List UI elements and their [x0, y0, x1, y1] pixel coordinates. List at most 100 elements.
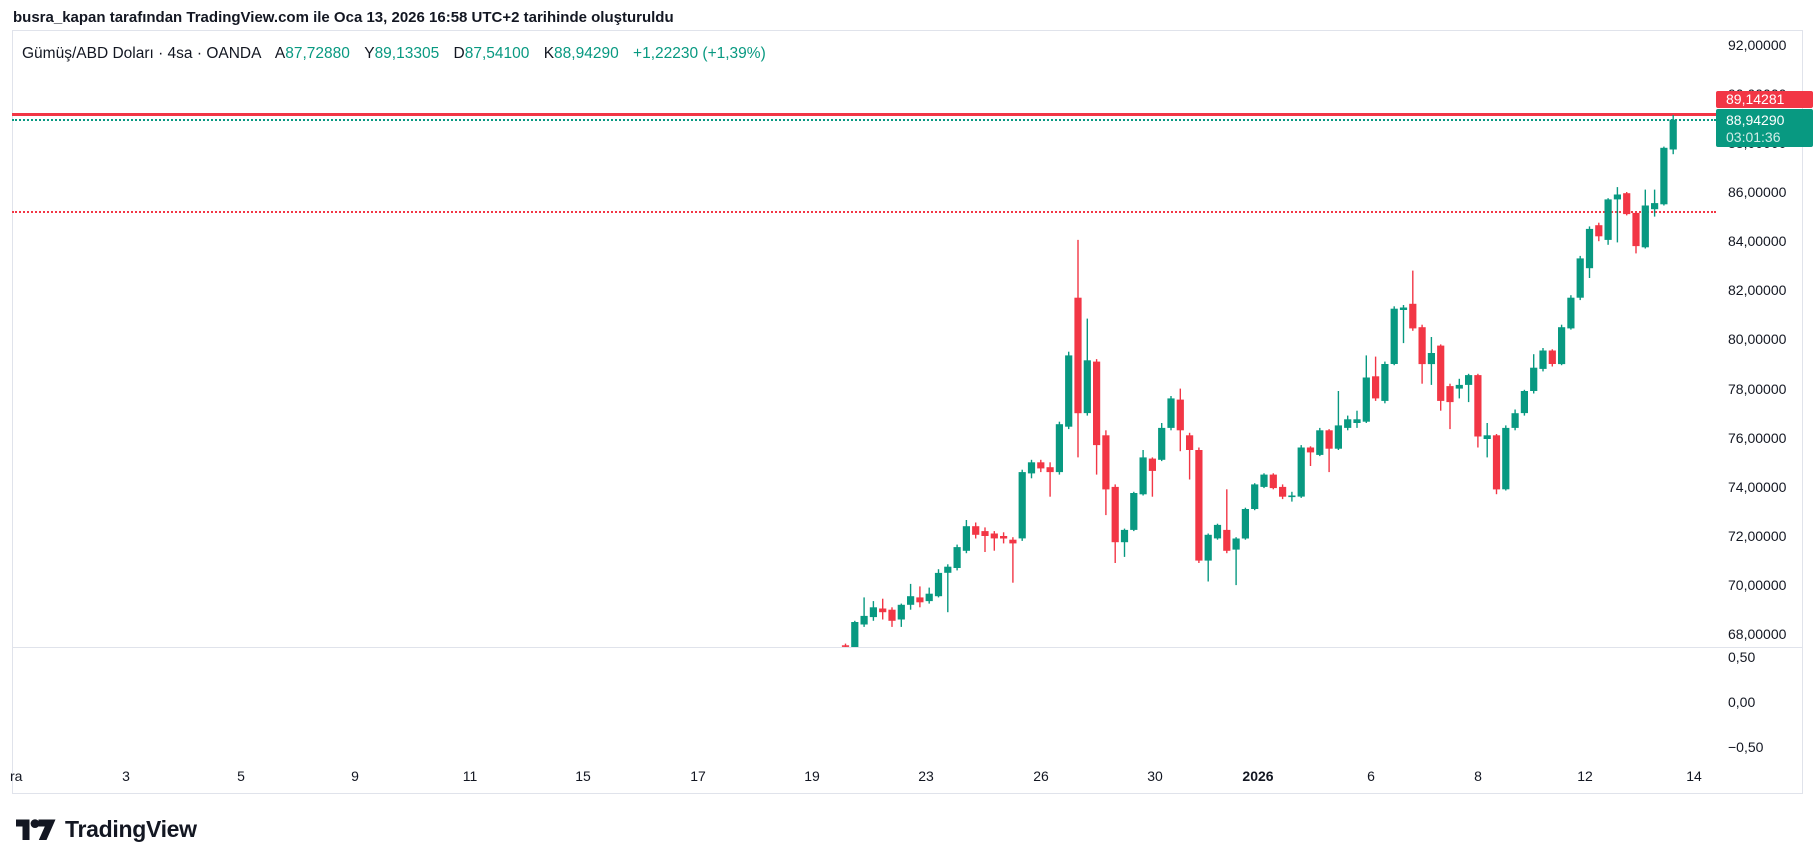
time-tick-label: 23	[918, 768, 934, 784]
candle-body	[1176, 399, 1184, 431]
candle-body	[1232, 538, 1240, 550]
candle-body	[990, 533, 998, 539]
candle-body	[1195, 450, 1203, 561]
candle-body	[1065, 355, 1073, 427]
candle-body	[860, 615, 868, 625]
candle-body	[879, 608, 887, 613]
candle-body	[1437, 345, 1445, 401]
candle-body	[981, 531, 989, 536]
change-value: +1,22230 (+1,39%)	[633, 45, 766, 62]
candle-body	[1353, 419, 1361, 423]
candle-body	[1288, 495, 1296, 498]
candle-body	[1474, 375, 1482, 437]
alert-price-line[interactable]	[12, 113, 1716, 116]
candle-body	[1074, 297, 1082, 414]
price-tick-label: 72,00000	[1728, 528, 1787, 544]
candle-body	[1241, 509, 1249, 539]
candle-body	[1632, 212, 1640, 247]
symbol-title: Gümüş/ABD Doları · 4sa · OANDA	[22, 45, 261, 62]
frame-right-border	[1802, 30, 1803, 793]
open-label: A	[274, 45, 286, 62]
candle-body	[1334, 425, 1342, 449]
candle-body	[1102, 435, 1110, 490]
price-tick-label: 84,00000	[1728, 233, 1787, 250]
last-price-badge: 88,94290 03:01:36	[1716, 109, 1813, 147]
candle-body	[1269, 474, 1277, 489]
low-value: 87,54100	[464, 45, 530, 62]
candle-body	[1604, 199, 1612, 240]
indicator-tick-label: 0,50	[1728, 649, 1756, 665]
frame-bottom-border	[12, 793, 1803, 794]
candle-body	[1409, 303, 1417, 329]
time-tick-label: 3	[122, 768, 130, 784]
time-tick-label: 30	[1147, 768, 1163, 784]
candle-body	[944, 566, 952, 573]
time-tick-label: 9	[351, 768, 359, 784]
candle-body	[1148, 458, 1156, 471]
candle-body	[888, 609, 896, 621]
time-tick-label: 8	[1474, 768, 1482, 784]
candle-body	[1297, 447, 1305, 497]
candle-body	[972, 526, 980, 535]
tradingview-logo-icon	[16, 819, 56, 840]
high-value: 89,13305	[374, 45, 440, 62]
candle-body	[1465, 375, 1473, 385]
time-tick-label: 11	[462, 768, 478, 784]
dotted-level-line[interactable]	[12, 211, 1716, 213]
candles-layer	[841, 115, 1677, 647]
time-tick-label: 26	[1033, 768, 1049, 784]
candle-body	[1251, 484, 1259, 509]
candle-body	[1548, 350, 1556, 364]
tradingview-logo-text: TradingView	[65, 816, 197, 842]
price-tick-label: 92,00000	[1728, 36, 1787, 53]
last-price-line	[12, 119, 1716, 121]
candle-body	[1399, 307, 1408, 310]
price-tick-label: 74,00000	[1728, 478, 1787, 495]
time-tick-label: 5	[237, 768, 245, 784]
candle-body	[1046, 467, 1054, 473]
candle-body	[925, 593, 933, 602]
candle-body	[907, 596, 915, 605]
price-tick-label: 68,00000	[1728, 626, 1787, 643]
candle-body	[1595, 225, 1603, 237]
candle-body	[1362, 377, 1370, 422]
price-tick-label: 86,00000	[1728, 184, 1787, 201]
candle-body	[1390, 308, 1398, 364]
candle-body	[1585, 228, 1594, 269]
candle-body	[1018, 472, 1026, 539]
candle-body	[1530, 367, 1538, 391]
candle-body	[1539, 350, 1547, 369]
time-tick-label: 6	[1367, 768, 1375, 784]
time-tick-label: 2026	[1242, 768, 1274, 784]
time-tick-label: 17	[690, 768, 706, 784]
candle-body	[1669, 119, 1677, 150]
candle-body	[1158, 427, 1166, 460]
candle-body	[1204, 534, 1212, 561]
candle-body	[869, 607, 877, 618]
candle-body	[1009, 539, 1017, 544]
last-price-text: 88,94290	[1726, 112, 1785, 128]
candle-body	[1055, 424, 1063, 473]
candle-body	[1455, 384, 1463, 389]
frame-top-border	[12, 30, 1803, 31]
candle-body	[1223, 529, 1231, 551]
tradingview-logo[interactable]: TradingView	[16, 816, 197, 843]
price-tick-label: 78,00000	[1728, 380, 1787, 397]
candle-body	[1446, 386, 1454, 403]
open-value: 87,72880	[285, 45, 350, 62]
candle-body	[1344, 419, 1352, 428]
candle-body	[1567, 297, 1575, 329]
candle-body	[1037, 462, 1045, 469]
candle-body	[1641, 205, 1649, 248]
candle-body	[1325, 430, 1333, 449]
candle-body	[1483, 435, 1491, 439]
time-tick-label: 15	[575, 768, 591, 784]
pane-divider[interactable]	[13, 647, 1802, 648]
candle-body	[1027, 462, 1036, 474]
price-tick-label: 76,00000	[1728, 429, 1787, 446]
candle-body	[1613, 194, 1621, 200]
candle-body	[934, 572, 943, 597]
time-tick-label: 14	[1686, 768, 1702, 784]
